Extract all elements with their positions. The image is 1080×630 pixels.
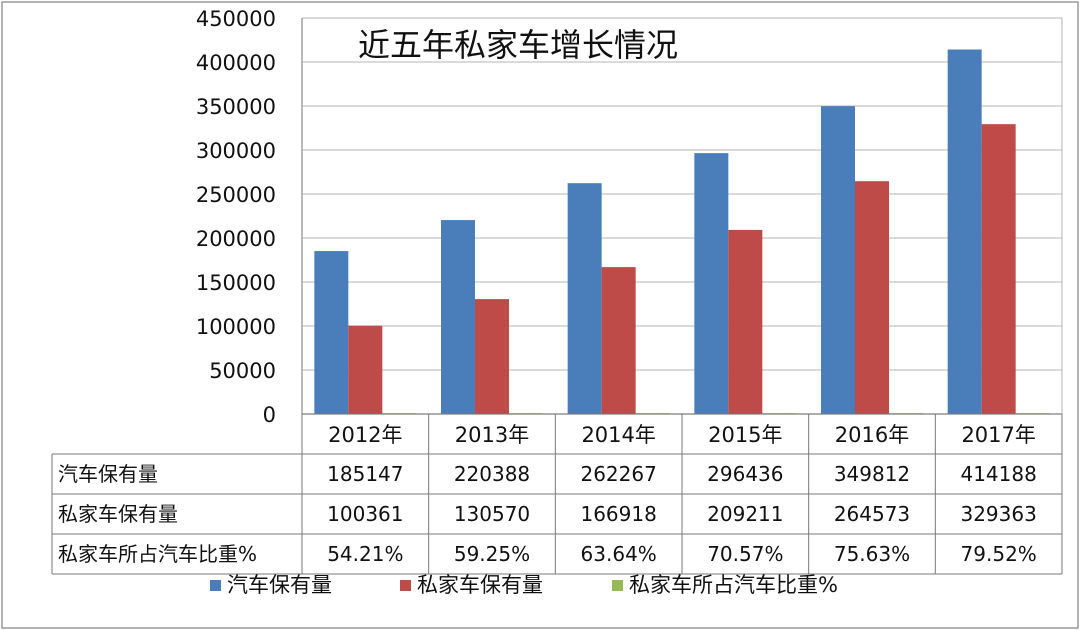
legend: 汽车保有量 私家车保有量 私家车所占汽车比重% xyxy=(210,573,838,597)
table-cell: 100361 xyxy=(327,502,403,526)
legend-label: 汽车保有量 xyxy=(227,573,332,597)
table-row-label: 汽车保有量 xyxy=(58,462,158,486)
table-cell: 414188 xyxy=(960,462,1036,486)
table-cell: 185147 xyxy=(327,462,403,486)
table-cell: 130570 xyxy=(454,502,530,526)
y-tick-label: 0 xyxy=(263,403,276,427)
table-cell: 349812 xyxy=(834,462,910,486)
y-tick-label: 350000 xyxy=(196,95,276,119)
y-tick-label: 450000 xyxy=(196,7,276,31)
table-cell: 54.21% xyxy=(327,542,403,566)
y-tick-label: 50000 xyxy=(209,359,276,383)
table-cell: 262267 xyxy=(580,462,656,486)
bar-2-2012年 xyxy=(348,325,383,414)
y-tick-label: 250000 xyxy=(196,183,276,207)
bars xyxy=(314,49,1050,415)
table-cell: 166918 xyxy=(580,502,656,526)
bar-1-2017年 xyxy=(947,49,982,415)
x-category-label: 2015年 xyxy=(708,423,782,447)
bar-2-2014年 xyxy=(601,267,636,414)
bar-1-2012年 xyxy=(314,251,349,414)
bar-1-2015年 xyxy=(694,153,729,414)
table-cell: 79.52% xyxy=(961,542,1037,566)
bar-2-2015年 xyxy=(728,229,763,414)
legend-label: 私家车保有量 xyxy=(417,573,543,597)
legend-label: 私家车所占汽车比重% xyxy=(629,573,838,597)
table-cell: 63.64% xyxy=(581,542,657,566)
bar-2-2017年 xyxy=(981,124,1016,415)
table-row-label: 私家车保有量 xyxy=(58,502,178,526)
x-category-label: 2013年 xyxy=(455,423,529,447)
x-category-label: 2016年 xyxy=(835,423,909,447)
table-row-label: 私家车所占汽车比重% xyxy=(58,542,257,566)
chart-title: 近五年私家车增长情况 xyxy=(358,26,678,64)
y-tick-label: 400000 xyxy=(196,51,276,75)
table-cell: 220388 xyxy=(454,462,530,486)
table-cell: 75.63% xyxy=(834,542,910,566)
y-axis-ticks: 0 50000 100000 150000 200000 250000 300000 3500… xyxy=(196,7,276,427)
legend-swatch xyxy=(612,580,623,591)
bar-1-2016年 xyxy=(821,106,855,415)
x-category-label: 2012年 xyxy=(328,423,402,447)
x-category-label: 2014年 xyxy=(581,423,655,447)
y-tick-label: 300000 xyxy=(196,139,276,163)
table-cell: 209211 xyxy=(707,502,783,526)
x-category-label: 2017年 xyxy=(961,423,1035,447)
bar-2-2016年 xyxy=(855,181,889,414)
table-cell: 329363 xyxy=(960,502,1036,526)
bar-1-2014年 xyxy=(567,183,602,414)
bar-2-2013年 xyxy=(475,299,509,414)
legend-swatch xyxy=(210,580,221,591)
y-tick-label: 200000 xyxy=(196,227,276,251)
legend-swatch xyxy=(400,580,411,591)
table-cell: 264573 xyxy=(834,502,910,526)
bar-1-2013年 xyxy=(441,220,475,414)
y-tick-label: 100000 xyxy=(196,315,276,339)
table-cell: 70.57% xyxy=(707,542,783,566)
table-cell: 296436 xyxy=(707,462,783,486)
table-cell: 59.25% xyxy=(454,542,530,566)
y-tick-label: 150000 xyxy=(196,271,276,295)
